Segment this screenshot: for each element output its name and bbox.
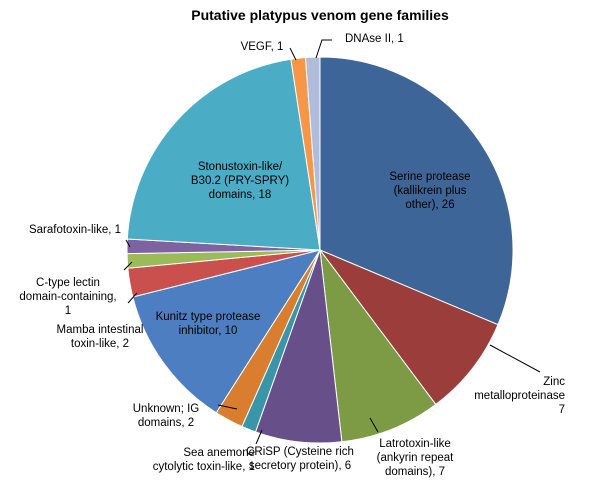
slice-label-line: cytolytic toxin-like, 1 [153, 461, 255, 473]
slice-label-line: other), 26 [405, 199, 454, 211]
slice-label-line: Serine protease [389, 171, 470, 183]
leader-lines [123, 39, 541, 445]
slice-label-line: Sarafotoxin-like, 1 [29, 224, 121, 236]
slice-label: Mamba intestinal toxin-like, 2 [57, 324, 144, 350]
leader-line [489, 344, 541, 373]
leader-line [125, 239, 131, 248]
pie-slices [126, 56, 514, 444]
leader-line [123, 261, 133, 271]
slice-label-line: toxin-like, 2 [71, 338, 129, 350]
pie-slice [132, 249, 322, 414]
slice-label: Stonustoxin-like/B30.2 (PRY-SPRY) domains… [191, 161, 289, 201]
leader-line [369, 417, 379, 433]
slice-label-line: (kallikrein plus [394, 185, 467, 197]
slice-label-line: domains, 18 [209, 189, 272, 201]
slice-label-line: Kunitz type protease [156, 311, 261, 323]
slice-label: VEGF, 1 [241, 41, 284, 53]
slice-label: CRiSP (Cysteine rich secretory protein), … [246, 446, 354, 472]
slice-label-line: VEGF, 1 [241, 41, 284, 53]
leader-line [217, 404, 238, 410]
slice-label-line: domains), 7 [385, 466, 445, 478]
slice-label-line: 7 [559, 404, 565, 416]
pie-slice [126, 58, 321, 251]
slice-label: DNAse II, 1 [345, 33, 404, 45]
pie-slice [318, 248, 499, 406]
slice-label-line: Mamba intestinal [57, 324, 144, 336]
slice-label: C-type lectin domain-containing, 1 [19, 277, 116, 317]
slice-label-line: (ankyrin repeat [377, 452, 455, 464]
slice-label: Latrotoxin-like (ankyrin repeat domains), … [377, 438, 455, 478]
pie-slice [319, 56, 514, 326]
slice-label-line: Zinc [543, 376, 565, 388]
leader-line [315, 39, 332, 59]
slice-label: Sea anemone cytolytic toxin-like, 1 [153, 447, 255, 473]
slice-label-line: B30.2 (PRY-SPRY) [191, 175, 289, 187]
slice-label-line: Stonustoxin-like/ [198, 161, 283, 173]
slice-label: Sarafotoxin-like, 1 [29, 224, 121, 236]
slice-label-line: C-type lectin [36, 277, 100, 289]
slice-label: Unknown; IG domains, 2 [133, 403, 200, 429]
slice-label-line: Sea anemone [183, 447, 255, 459]
leader-line [289, 47, 297, 61]
slice-label: Zinc metalloproteinase 7 [474, 376, 565, 416]
slice-label-line: inhibitor, 10 [179, 325, 238, 337]
slice-label-line: domain-containing, [19, 291, 116, 303]
chart-title: Putative platypus venom gene families [191, 7, 449, 23]
slice-labels: Serine protease (kallikrein plus other), 2… [19, 33, 565, 478]
slice-label-line: 1 [65, 305, 71, 317]
slice-label-line: DNAse II, 1 [345, 33, 404, 45]
slice-label-line: domains, 2 [138, 417, 194, 429]
leader-line [255, 429, 263, 445]
slice-label: Serine protease (kallikrein plus other), 2… [389, 171, 470, 211]
pie-slice [304, 56, 321, 251]
slice-label-line: CRiSP (Cysteine rich [246, 446, 354, 458]
slice-label: Kunitz type protease inhibitor, 10 [156, 311, 261, 337]
slice-label-line: metalloproteinase [474, 390, 565, 402]
slice-label-line: secretory protein), 6 [249, 460, 351, 472]
leader-line [127, 292, 138, 304]
slice-label-line: Unknown; IG [133, 403, 200, 415]
slice-label-line: Latrotoxin-like [379, 438, 451, 450]
pie-slice [319, 248, 437, 443]
